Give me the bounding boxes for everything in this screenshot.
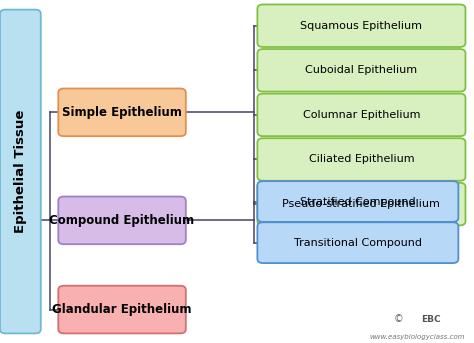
FancyBboxPatch shape [257, 4, 465, 47]
Text: Squamous Epithelium: Squamous Epithelium [301, 21, 422, 31]
FancyBboxPatch shape [257, 138, 465, 181]
Text: Ciliated Epithelium: Ciliated Epithelium [309, 154, 414, 165]
Text: Pseudo-stratified Epithelium: Pseudo-stratified Epithelium [283, 199, 440, 209]
FancyBboxPatch shape [58, 286, 186, 333]
FancyBboxPatch shape [257, 49, 465, 92]
FancyBboxPatch shape [257, 183, 465, 225]
Text: Stratified Compound: Stratified Compound [300, 197, 416, 206]
Text: Cuboidal Epithelium: Cuboidal Epithelium [305, 65, 418, 75]
Text: Epithelial Tissue: Epithelial Tissue [14, 110, 27, 233]
Text: www.easybiologyclass.com: www.easybiologyclass.com [369, 334, 465, 340]
FancyBboxPatch shape [257, 181, 458, 222]
Text: EBC: EBC [421, 315, 441, 324]
Text: Simple Epithelium: Simple Epithelium [62, 106, 182, 119]
Text: ©: © [393, 314, 403, 324]
FancyBboxPatch shape [58, 197, 186, 244]
FancyBboxPatch shape [58, 88, 186, 136]
FancyBboxPatch shape [257, 222, 458, 263]
Text: Transitional Compound: Transitional Compound [294, 238, 422, 248]
Text: Columnar Epithelium: Columnar Epithelium [303, 110, 420, 120]
FancyBboxPatch shape [0, 10, 41, 333]
Text: Compound Epithelium: Compound Epithelium [49, 214, 195, 227]
Text: Glandular Epithelium: Glandular Epithelium [52, 303, 192, 316]
FancyBboxPatch shape [257, 94, 465, 136]
